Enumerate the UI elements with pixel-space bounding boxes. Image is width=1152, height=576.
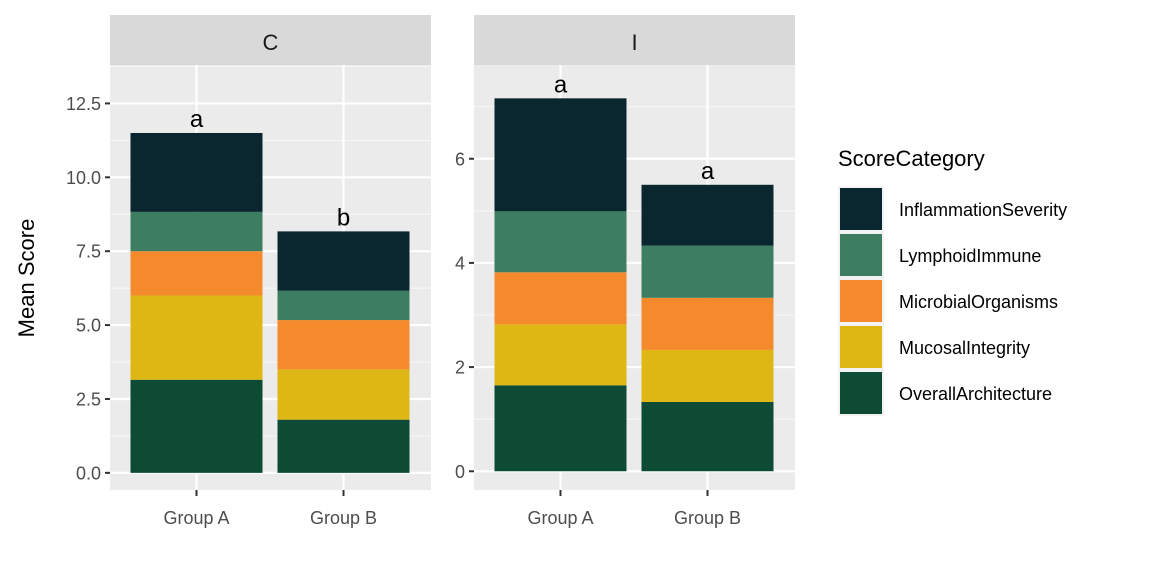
bar-segment-inflammationseverity: [277, 231, 410, 291]
legend-label: LymphoidImmune: [899, 246, 1041, 266]
x-tick-label: Group B: [310, 508, 377, 528]
y-tick-label: 0.0: [76, 463, 101, 483]
bar-segment-microbialorganisms: [494, 272, 627, 325]
bar-segment-inflammationseverity: [130, 132, 263, 212]
legend-swatch: [840, 372, 882, 414]
bar-segment-inflammationseverity: [641, 184, 774, 246]
bar-segment-lymphoidimmune: [130, 211, 263, 252]
y-tick-label: 7.5: [76, 242, 101, 262]
significance-letter: a: [554, 71, 568, 98]
legend-item: MucosalIntegrity: [838, 324, 1030, 370]
facet-strip: [110, 15, 431, 65]
legend-label: InflammationSeverity: [899, 200, 1067, 220]
facet-strip-label: I: [631, 30, 637, 55]
facet-panel-C: Ca b 0.0 2.5 5.0 7.5 10.0 12.5 Group A Group B: [66, 15, 431, 528]
bar-segment-mucosalintegrity: [494, 324, 627, 386]
y-tick-label: 2: [455, 358, 465, 378]
y-tick-label: 5.0: [76, 316, 101, 336]
bar-segment-lymphoidimmune: [641, 245, 774, 298]
legend-label: MucosalIntegrity: [899, 338, 1030, 358]
y-tick-label: 6: [455, 149, 465, 169]
significance-letter: b: [337, 204, 350, 231]
bar-segment-overallarchitecture: [130, 379, 263, 473]
facet-strip: [474, 15, 795, 65]
bar-segment-mucosalintegrity: [641, 349, 774, 402]
legend-swatch: [840, 188, 882, 230]
facet-panel-I: Ia a 0 2 4 6 Group A Group B: [455, 15, 795, 528]
bar-segment-microbialorganisms: [641, 297, 774, 350]
y-axis-title: Mean Score: [14, 219, 39, 338]
y-tick-label: 12.5: [66, 94, 101, 114]
significance-letter: a: [701, 158, 715, 185]
legend-item: LymphoidImmune: [838, 232, 1041, 278]
bar-segment-mucosalintegrity: [277, 369, 410, 420]
legend-item: OverallArchitecture: [838, 370, 1052, 416]
facet-panels: Ca b 0.0 2.5 5.0 7.5 10.0 12.5 Group A Group B Ia a…: [66, 15, 795, 528]
legend-swatch: [840, 326, 882, 368]
bar-segment-overallarchitecture: [641, 401, 774, 472]
legend-label: MicrobialOrganisms: [899, 292, 1058, 312]
x-tick-label: Group B: [674, 508, 741, 528]
bar-segment-microbialorganisms: [130, 251, 263, 296]
x-tick-label: Group A: [527, 508, 593, 528]
legend-label: OverallArchitecture: [899, 384, 1052, 404]
legend-items: InflammationSeverity LymphoidImmune Microb…: [838, 186, 1067, 416]
facet-strip-label: C: [263, 30, 279, 55]
x-tick-label: Group A: [163, 508, 229, 528]
legend-item: MicrobialOrganisms: [838, 278, 1058, 324]
y-tick-label: 4: [455, 253, 465, 273]
bar-segment-microbialorganisms: [277, 320, 410, 370]
significance-letter: a: [190, 106, 204, 133]
bar-segment-mucosalintegrity: [130, 295, 263, 380]
legend: ScoreCategory InflammationSeverity Lympho…: [838, 146, 1067, 416]
y-tick-label: 2.5: [76, 389, 101, 409]
bar-segment-inflammationseverity: [494, 98, 627, 212]
legend-title: ScoreCategory: [838, 146, 985, 171]
y-tick-label: 10.0: [66, 168, 101, 188]
bar-segment-overallarchitecture: [277, 419, 410, 473]
legend-item: InflammationSeverity: [838, 186, 1067, 232]
bar-segment-overallarchitecture: [494, 385, 627, 472]
legend-swatch: [840, 280, 882, 322]
legend-swatch: [840, 234, 882, 276]
bar-segment-lymphoidimmune: [277, 290, 410, 321]
bar-segment-lymphoidimmune: [494, 211, 627, 273]
y-tick-label: 0: [455, 462, 465, 482]
